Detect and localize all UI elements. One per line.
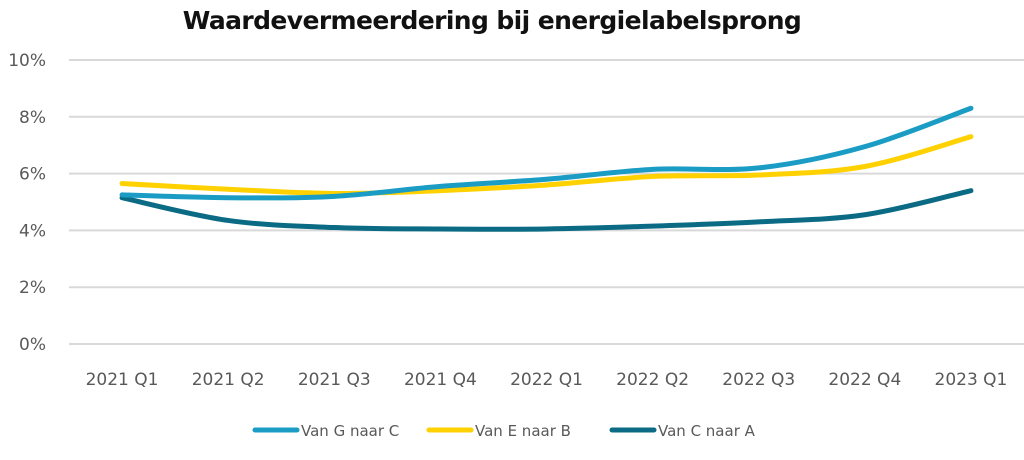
series-line-van-c-naar-a (119, 188, 974, 232)
x-tick-label: 2021 Q3 (298, 370, 371, 390)
x-tick-label: 2022 Q4 (828, 370, 901, 390)
y-tick-label: 10% (8, 51, 46, 71)
y-tick-label: 4% (19, 221, 46, 241)
legend-label: Van C naar A (658, 422, 756, 440)
x-tick-label: 2022 Q3 (722, 370, 795, 390)
series-line-van-e-naar-b (119, 134, 974, 196)
x-tick-label: 2021 Q4 (404, 370, 477, 390)
x-axis-ticks: 2021 Q1 2021 Q2 2021 Q3 2021 Q4 2022 Q1 2022 … (86, 370, 1008, 390)
x-tick-label: 2021 Q2 (192, 370, 265, 390)
y-tick-label: 2% (19, 278, 46, 298)
x-tick-label: 2022 Q1 (510, 370, 583, 390)
legend-label: Van G naar C (301, 422, 399, 440)
x-tick-label: 2021 Q1 (86, 370, 159, 390)
series-lines (119, 105, 974, 232)
y-tick-label: 8% (19, 108, 46, 128)
legend: Van G naar C Van E naar B Van C naar A (252, 422, 756, 440)
x-tick-label: 2022 Q2 (616, 370, 689, 390)
y-tick-label: 6% (19, 165, 46, 185)
y-axis-ticks: 0% 2% 4% 6% 8% 10% (8, 51, 46, 355)
x-tick-label: 2023 Q1 (935, 370, 1008, 390)
gridlines (69, 59, 1024, 345)
chart-title: Waardevermeerdering bij energielabelspro… (182, 6, 802, 35)
legend-label: Van E naar B (475, 422, 571, 440)
series-line-van-g-naar-c (119, 105, 974, 201)
y-tick-label: 0% (19, 335, 46, 355)
